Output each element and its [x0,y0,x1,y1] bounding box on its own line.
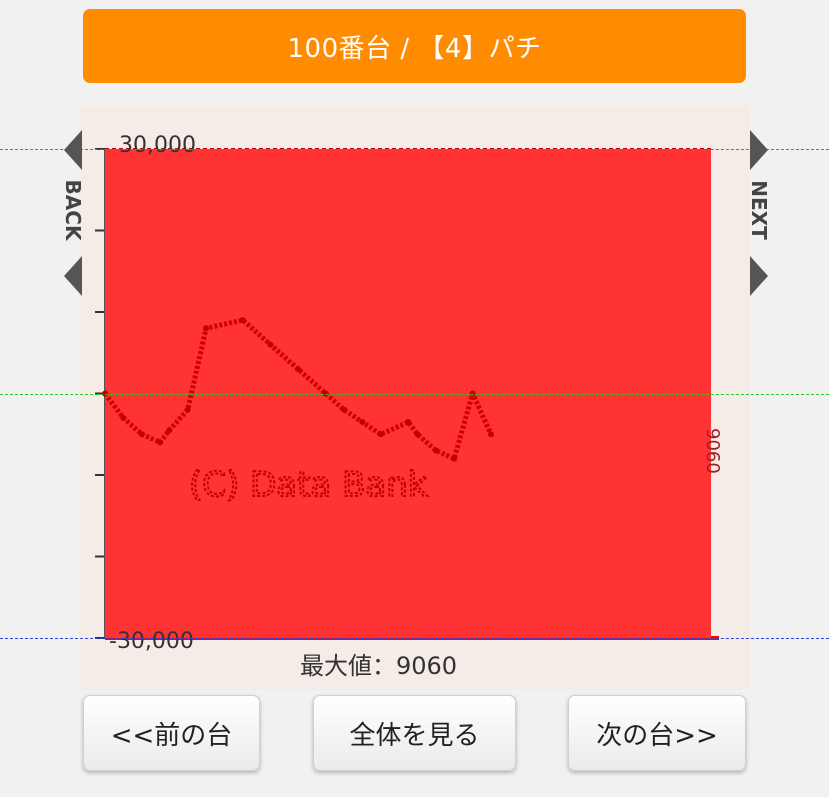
back-nav-button[interactable]: BACK [58,130,88,296]
data-point-13 [377,431,384,438]
data-point-5 [184,406,191,413]
y-tick-label-top: 30,000 [119,133,196,158]
page-title: 100番台 / 【4】パチ [83,9,746,83]
data-point-19 [488,431,494,438]
guide-line-lower [0,638,829,639]
guide-line-upper [0,149,829,150]
data-point-2 [138,431,145,438]
data-point-14 [405,419,412,426]
data-point-6 [203,325,210,332]
data-point-1 [120,414,127,421]
data-point-12 [359,419,366,426]
view-all-button[interactable]: 全体を見る [313,695,516,771]
y-tick-label-bottom: -30,000 [109,629,194,654]
next-machine-button[interactable]: 次の台>> [568,695,746,771]
right-value-label: 9060 [702,428,723,474]
history-chart: 30,000 -30,000 (C) Data Bank 9060 [95,133,723,654]
data-point-0 [102,390,108,397]
back-arrow-icon [64,130,82,296]
data-point-15 [414,431,421,438]
data-point-9 [295,366,301,373]
guide-line-zero [0,394,829,395]
prev-machine-button[interactable]: <<前の台 [83,695,260,771]
next-nav-button[interactable]: NEXT [744,130,774,296]
max-value-label: 最大値：9060 [300,652,458,680]
data-point-7 [239,317,246,324]
back-label: BACK [61,179,85,241]
data-point-3 [157,439,164,446]
next-label: NEXT [747,180,771,240]
data-point-18 [469,390,476,397]
data-point-17 [451,455,458,462]
data-point-4 [166,427,173,434]
data-point-16 [432,447,439,454]
data-point-11 [340,406,347,413]
data-point-10 [322,390,329,397]
chart-fill-area [105,149,711,638]
watermark: (C) Data Bank [189,465,428,505]
next-arrow-icon [750,130,768,296]
data-point-8 [267,341,274,348]
chart-panel: 30,000 -30,000 (C) Data Bank 9060 [79,106,750,690]
